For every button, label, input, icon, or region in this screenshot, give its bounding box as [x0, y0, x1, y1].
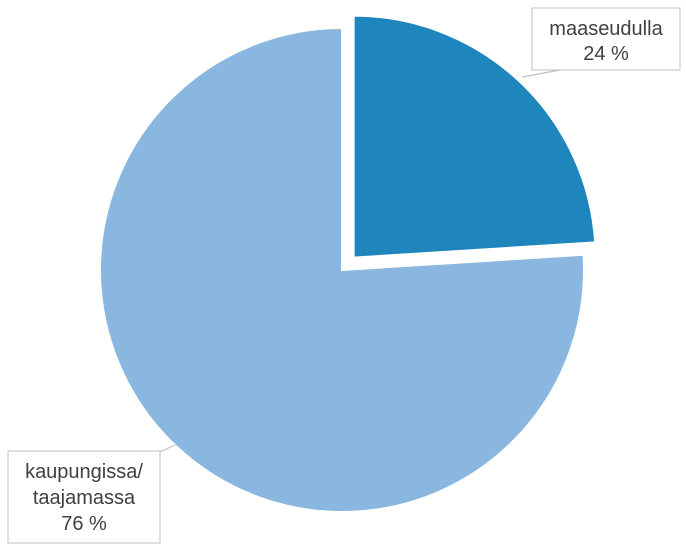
- slice-label-box: [531, 7, 681, 71]
- slice-label-kaupungissa: kaupungissa/ taajamassa 76 %: [7, 450, 161, 544]
- leader-line-maaseudulla: [521, 69, 561, 78]
- slice-label-name: maaseudulla: [549, 18, 663, 40]
- slice-label-percent: 76 %: [61, 513, 107, 535]
- pie-slices: [99, 14, 597, 513]
- slice-label-percent: 24 %: [583, 43, 629, 65]
- slice-label-name-line1: kaupungissa/: [25, 461, 143, 483]
- pie-slice-0: [352, 14, 597, 259]
- slice-label-name-line2: taajamassa: [33, 487, 136, 509]
- leader-lines: [159, 69, 561, 453]
- slice-label-box: [7, 450, 161, 544]
- leader-line-kaupungissa: [159, 444, 176, 453]
- slice-label-maaseudulla: maaseudulla 24 %: [531, 7, 681, 71]
- pie-slice-1: [99, 26, 585, 513]
